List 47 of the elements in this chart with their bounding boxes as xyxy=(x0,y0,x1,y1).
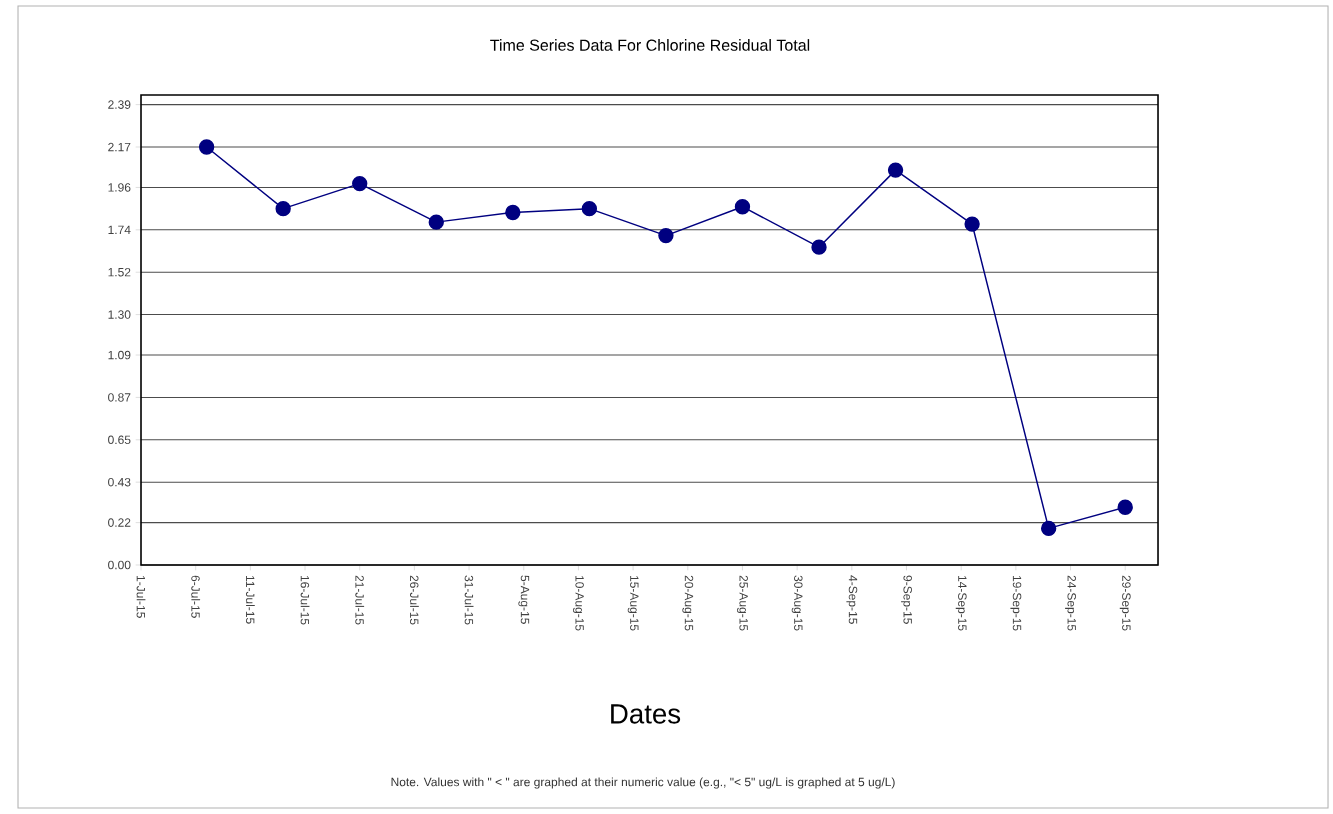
y-tick-label: 0.00 xyxy=(108,560,131,570)
x-tick-label: 24-Sep-15 xyxy=(1065,575,1076,631)
x-tick-label: 21-Jul-15 xyxy=(355,575,365,625)
x-tick-label: 9-Sep-15 xyxy=(901,575,912,624)
point xyxy=(505,204,521,221)
text: Note. Values with " < " are graphed at their numeric value (e.g., "< 5" ug/L is graphed at 5 ug/L) xyxy=(391,777,895,789)
point xyxy=(1117,499,1133,515)
y-tick-label: 2.39 xyxy=(108,100,131,109)
x-tick-label: 14-Sep-15 xyxy=(955,575,967,631)
point xyxy=(1040,520,1057,537)
y-tick-label: 1.52 xyxy=(108,267,131,277)
point xyxy=(964,216,980,232)
x-tick-label: 29-Sep-15 xyxy=(1119,575,1131,631)
x-tick-label: 19-Sep-15 xyxy=(1010,575,1022,631)
y-tick-label: 0.65 xyxy=(108,435,131,445)
y-tick-label: 0.87 xyxy=(108,393,131,402)
x-axis-title: Dates xyxy=(611,704,681,724)
point xyxy=(581,200,598,217)
point xyxy=(887,162,904,178)
point xyxy=(811,239,827,255)
point xyxy=(428,214,444,230)
x-tick-label: 20-Aug-15 xyxy=(682,575,694,631)
y-tick-label: 1.30 xyxy=(108,310,131,319)
point xyxy=(198,139,215,155)
x-tick-label: 15-Aug-15 xyxy=(627,575,639,631)
y-tick-label: 0.43 xyxy=(108,477,131,487)
x-tick-label: 10-Aug-15 xyxy=(573,575,584,631)
y-tick-label: 1.96 xyxy=(108,183,131,192)
point xyxy=(275,200,291,217)
point xyxy=(658,227,674,244)
y-tick-label: 1.09 xyxy=(108,350,131,360)
x-tick-label: 31-Jul-15 xyxy=(464,575,474,625)
x-tick-label: 30-Aug-15 xyxy=(791,575,803,631)
x-tick-label: 5-Aug-15 xyxy=(518,575,530,624)
x-tick-label: 26-Jul-15 xyxy=(409,575,419,625)
x-tick-label: 16-Jul-15 xyxy=(300,575,310,625)
point xyxy=(734,199,751,215)
y-tick-label: 2.17 xyxy=(108,142,131,152)
point xyxy=(352,175,368,192)
y-tick-label: 1.74 xyxy=(108,225,131,234)
x-tick-label: 6-Jul-15 xyxy=(191,575,201,618)
x-tick-label: 1-Jul-15 xyxy=(136,575,146,618)
x-tick-label: 4-Sep-15 xyxy=(846,575,858,624)
chart-title: Time Series Data For Chlorine Residual Total xyxy=(490,39,810,51)
x-tick-label: 25-Aug-15 xyxy=(737,575,748,631)
x-tick-label: 11-Jul-15 xyxy=(245,575,255,624)
y-tick-label: 0.22 xyxy=(108,518,131,527)
